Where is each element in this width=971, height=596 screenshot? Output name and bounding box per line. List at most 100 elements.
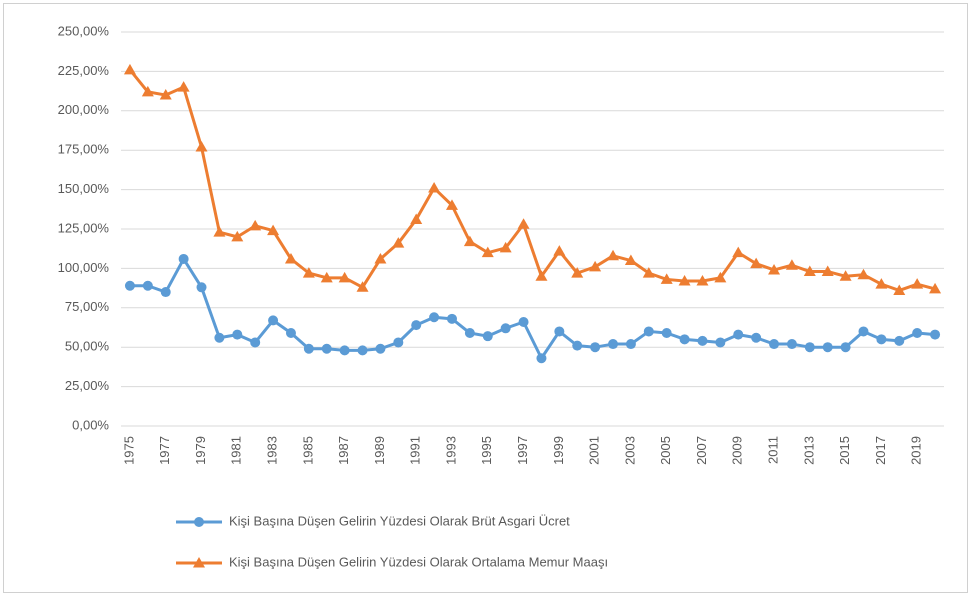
data-point	[571, 267, 584, 278]
legend-marker	[193, 557, 205, 568]
data-point	[608, 339, 619, 350]
data-point	[536, 353, 547, 364]
data-point	[930, 329, 941, 340]
data-point	[123, 63, 136, 75]
data-point	[429, 312, 440, 323]
data-point	[661, 328, 672, 339]
data-point	[231, 230, 244, 242]
data-point	[356, 281, 369, 292]
x-tick-label: 1997	[515, 436, 530, 465]
y-tick-label: 125,00%	[58, 220, 110, 235]
data-point	[374, 252, 387, 264]
y-tick-label: 75,00%	[65, 299, 110, 314]
data-point	[733, 329, 744, 340]
data-point	[572, 340, 583, 351]
data-point	[464, 328, 475, 339]
data-point	[785, 259, 798, 270]
data-point	[499, 241, 512, 253]
x-tick-label: 1977	[157, 436, 172, 465]
data-point	[481, 246, 494, 258]
data-point	[624, 254, 637, 266]
data-point	[267, 224, 280, 236]
data-point	[714, 271, 727, 283]
x-tick-label: 1983	[265, 436, 280, 465]
y-tick-label: 200,00%	[58, 102, 110, 117]
data-point	[517, 218, 530, 229]
chart-frame	[3, 3, 968, 593]
y-tick-label: 25,00%	[65, 378, 110, 393]
x-tick-label: 2015	[837, 436, 852, 465]
data-point	[392, 237, 405, 248]
data-point	[285, 328, 296, 339]
x-tick-label: 1991	[408, 436, 423, 465]
data-point	[822, 342, 833, 353]
data-point	[857, 268, 870, 280]
data-point	[446, 313, 457, 324]
data-point	[625, 339, 636, 350]
data-point	[535, 270, 548, 281]
x-tick-label: 2001	[587, 436, 602, 465]
data-point	[320, 271, 333, 283]
series-line	[128, 68, 936, 292]
data-point	[607, 249, 620, 261]
y-tick-label: 0,00%	[72, 417, 109, 432]
data-point	[554, 326, 565, 337]
data-point	[321, 343, 332, 354]
x-tick-label: 2011	[765, 436, 780, 464]
data-point	[660, 273, 673, 284]
data-point	[876, 334, 887, 345]
data-point	[679, 334, 690, 345]
data-point	[357, 345, 368, 356]
legend-label: Kişi Başına Düşen Gelirin Yüzdesi Olarak…	[229, 513, 570, 528]
data-point	[803, 265, 816, 277]
legend-label: Kişi Başına Düşen Gelirin Yüzdesi Olarak…	[229, 554, 608, 569]
data-point	[142, 280, 153, 291]
data-point	[428, 182, 441, 193]
x-tick-label: 1995	[479, 436, 494, 465]
data-point	[213, 226, 226, 237]
data-point	[804, 342, 815, 353]
data-point	[786, 339, 797, 350]
data-point	[840, 342, 851, 353]
data-point	[232, 329, 243, 340]
y-tick-label: 50,00%	[65, 339, 110, 354]
y-tick-label: 225,00%	[58, 63, 110, 78]
data-point	[912, 328, 923, 339]
data-point	[338, 271, 351, 283]
x-tick-label: 1979	[193, 436, 208, 465]
data-point	[643, 326, 654, 337]
data-point	[590, 342, 601, 353]
x-tick-label: 1975	[121, 436, 136, 465]
data-point	[821, 265, 834, 277]
data-point	[642, 267, 655, 278]
data-point	[893, 284, 906, 295]
x-tick-label: 1985	[300, 436, 315, 465]
data-point	[750, 257, 763, 269]
data-point	[177, 81, 190, 92]
x-tick-label: 1993	[443, 436, 458, 465]
data-point	[375, 343, 386, 354]
data-point	[553, 245, 566, 256]
data-point	[302, 267, 315, 278]
x-tick-label: 1989	[372, 436, 387, 465]
data-point	[696, 275, 709, 286]
data-point	[697, 335, 708, 346]
data-point	[250, 337, 261, 348]
data-point	[393, 337, 404, 348]
y-tick-label: 150,00%	[58, 181, 110, 196]
data-point	[769, 339, 780, 350]
data-point	[124, 280, 135, 291]
data-point	[518, 316, 529, 327]
legend-marker	[194, 517, 204, 527]
data-point	[715, 337, 726, 348]
data-point	[751, 332, 762, 343]
series-line	[129, 257, 936, 360]
data-point	[858, 326, 869, 337]
data-point	[159, 89, 172, 100]
data-point	[268, 315, 279, 326]
x-tick-label: 2013	[801, 436, 816, 465]
x-tick-label: 2009	[730, 436, 745, 465]
x-tick-label: 1987	[336, 436, 351, 465]
data-point	[482, 331, 493, 342]
